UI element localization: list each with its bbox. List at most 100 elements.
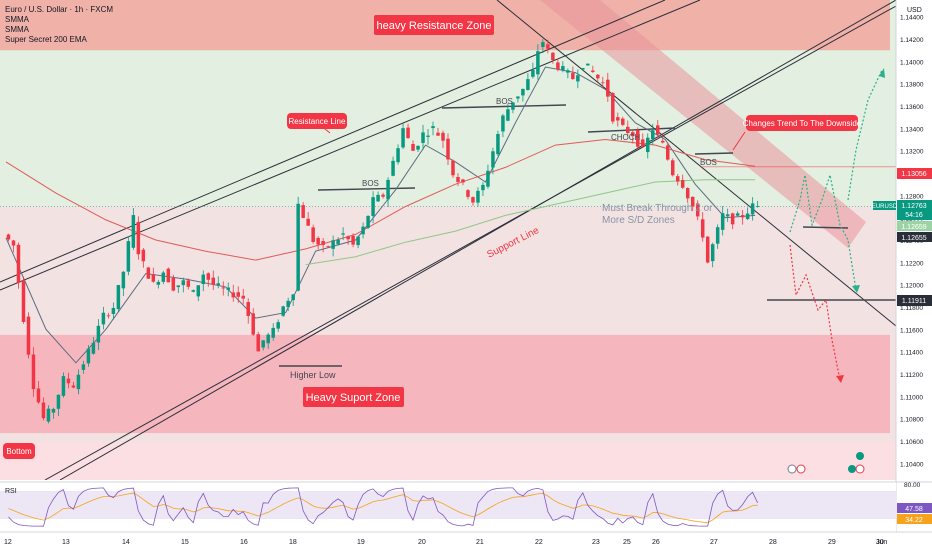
event-icon-5[interactable]: [855, 464, 865, 474]
background-bottom: [0, 442, 896, 480]
projection-green-breakout: [847, 69, 883, 201]
candle-body: [695, 203, 700, 217]
candle-body: [356, 236, 360, 246]
candle-body: [621, 118, 625, 125]
symbol-badge: EURUSD: [872, 201, 898, 210]
price-badge-2: 1.12659: [897, 221, 932, 231]
bos-line-2: [441, 104, 567, 109]
rsi-band: [0, 491, 896, 519]
choch-label: CHOCH: [611, 133, 641, 142]
candle-body: [546, 44, 550, 49]
chart-legend[interactable]: Euro / U.S. Dollar · 1h · FXCM SMMA SMMA…: [5, 5, 113, 45]
candle-body: [96, 325, 101, 343]
candle-body: [566, 70, 570, 73]
candle-body: [371, 197, 375, 216]
candle-body: [211, 277, 216, 285]
price-badge-3: 1.12655: [897, 232, 932, 242]
bos-label-3: BOS: [700, 158, 717, 167]
candle-body: [366, 215, 370, 228]
candle-body: [291, 294, 295, 301]
x-tick-label: 27: [710, 539, 718, 546]
candle-body: [406, 127, 410, 139]
candle-body: [561, 66, 565, 71]
candle-body: [6, 234, 11, 240]
price-2: 1.12659: [901, 224, 926, 231]
candle-body: [710, 244, 715, 262]
candle-body: [286, 300, 290, 308]
currency-label: USD: [907, 7, 922, 14]
candle-body: [186, 280, 191, 287]
rsi-value-badges: 47.58 34.22: [897, 503, 932, 524]
support-channel-line-2: [44, 5, 896, 480]
rsi-line: [8, 487, 758, 527]
resistance-line-callout[interactable]: Resistance Line: [287, 113, 347, 134]
support-zone: [0, 334, 890, 434]
support-channel-line-1: [59, 0, 896, 480]
candle-body: [451, 160, 455, 176]
y-tick-label: 1.14200: [900, 37, 924, 44]
rsi-ma-value: 34.22: [905, 517, 923, 524]
candle-body: [311, 227, 315, 242]
candle-body: [46, 408, 51, 422]
must-break-line-1: Must Break Through 2 or: [602, 203, 713, 214]
candle-body: [141, 249, 146, 262]
candle-body: [121, 271, 126, 289]
candle-body: [191, 290, 196, 292]
y-tick-label: 1.13800: [900, 82, 924, 89]
candle-body: [526, 79, 530, 90]
x-tick-label: 12: [4, 539, 12, 546]
candle-body: [246, 302, 250, 316]
rsi-ma-line: [8, 492, 758, 524]
candle-body: [476, 190, 480, 203]
candle-body: [81, 364, 86, 370]
candle-body: [750, 203, 755, 215]
candle-body: [715, 227, 720, 244]
candle-body: [556, 62, 560, 70]
price-3: 1.12655: [901, 235, 926, 242]
support-zone-callout[interactable]: Heavy Suport Zone: [303, 387, 404, 407]
candle-body: [541, 42, 545, 47]
x-tick-label: 14: [122, 539, 130, 546]
candle-body: [745, 213, 750, 220]
legend-indicator-1: SMMA: [5, 15, 29, 24]
candle-body: [596, 74, 600, 79]
candle-body: [670, 160, 675, 176]
bos-line-1: [317, 187, 416, 191]
candle-body: [461, 179, 465, 183]
rsi-value: 47.58: [905, 506, 923, 513]
bottom-callout[interactable]: Bottom: [3, 443, 35, 459]
y-tick-label: 1.10400: [900, 461, 924, 468]
trend-change-callout[interactable]: Changes Trend To The Downside: [732, 115, 862, 151]
x-tick-label: 23: [592, 539, 600, 546]
candle-body: [675, 176, 680, 182]
event-icon-1[interactable]: [856, 452, 864, 460]
must-break-line-2: More S/D Zones: [602, 215, 675, 226]
candle-body: [531, 69, 535, 77]
y-tick-label: 1.13600: [900, 104, 924, 111]
resistance-zone-callout[interactable]: heavy Resistance Zone: [374, 15, 494, 35]
event-icon-4[interactable]: [848, 465, 856, 473]
indicator-line-1: [5, 66, 756, 364]
resistance-zone-label: heavy Resistance Zone: [377, 20, 492, 32]
price-axis[interactable]: [896, 0, 932, 550]
candle-body: [516, 96, 520, 99]
event-icon-3[interactable]: [796, 464, 806, 474]
red-line-price: 1.13056: [901, 171, 926, 178]
x-tick-label: 20: [418, 539, 426, 546]
y-tick-label: 1.14400: [900, 15, 924, 22]
candle-body: [146, 267, 151, 279]
red-line-price-badge: 1.13056: [897, 168, 932, 179]
projection-red-path: [789, 244, 841, 381]
candle-body: [651, 130, 655, 139]
candle-body: [591, 70, 595, 72]
candle-body: [206, 273, 211, 280]
candle-body: [281, 306, 285, 316]
y-tick-label: 1.10800: [900, 417, 924, 424]
candle-body: [331, 240, 335, 249]
time-axis[interactable]: [0, 532, 932, 550]
candle-body: [611, 93, 615, 122]
event-icon-2[interactable]: [787, 464, 797, 474]
y-tick-label: 1.11200: [900, 372, 923, 379]
candle-body: [201, 274, 206, 285]
